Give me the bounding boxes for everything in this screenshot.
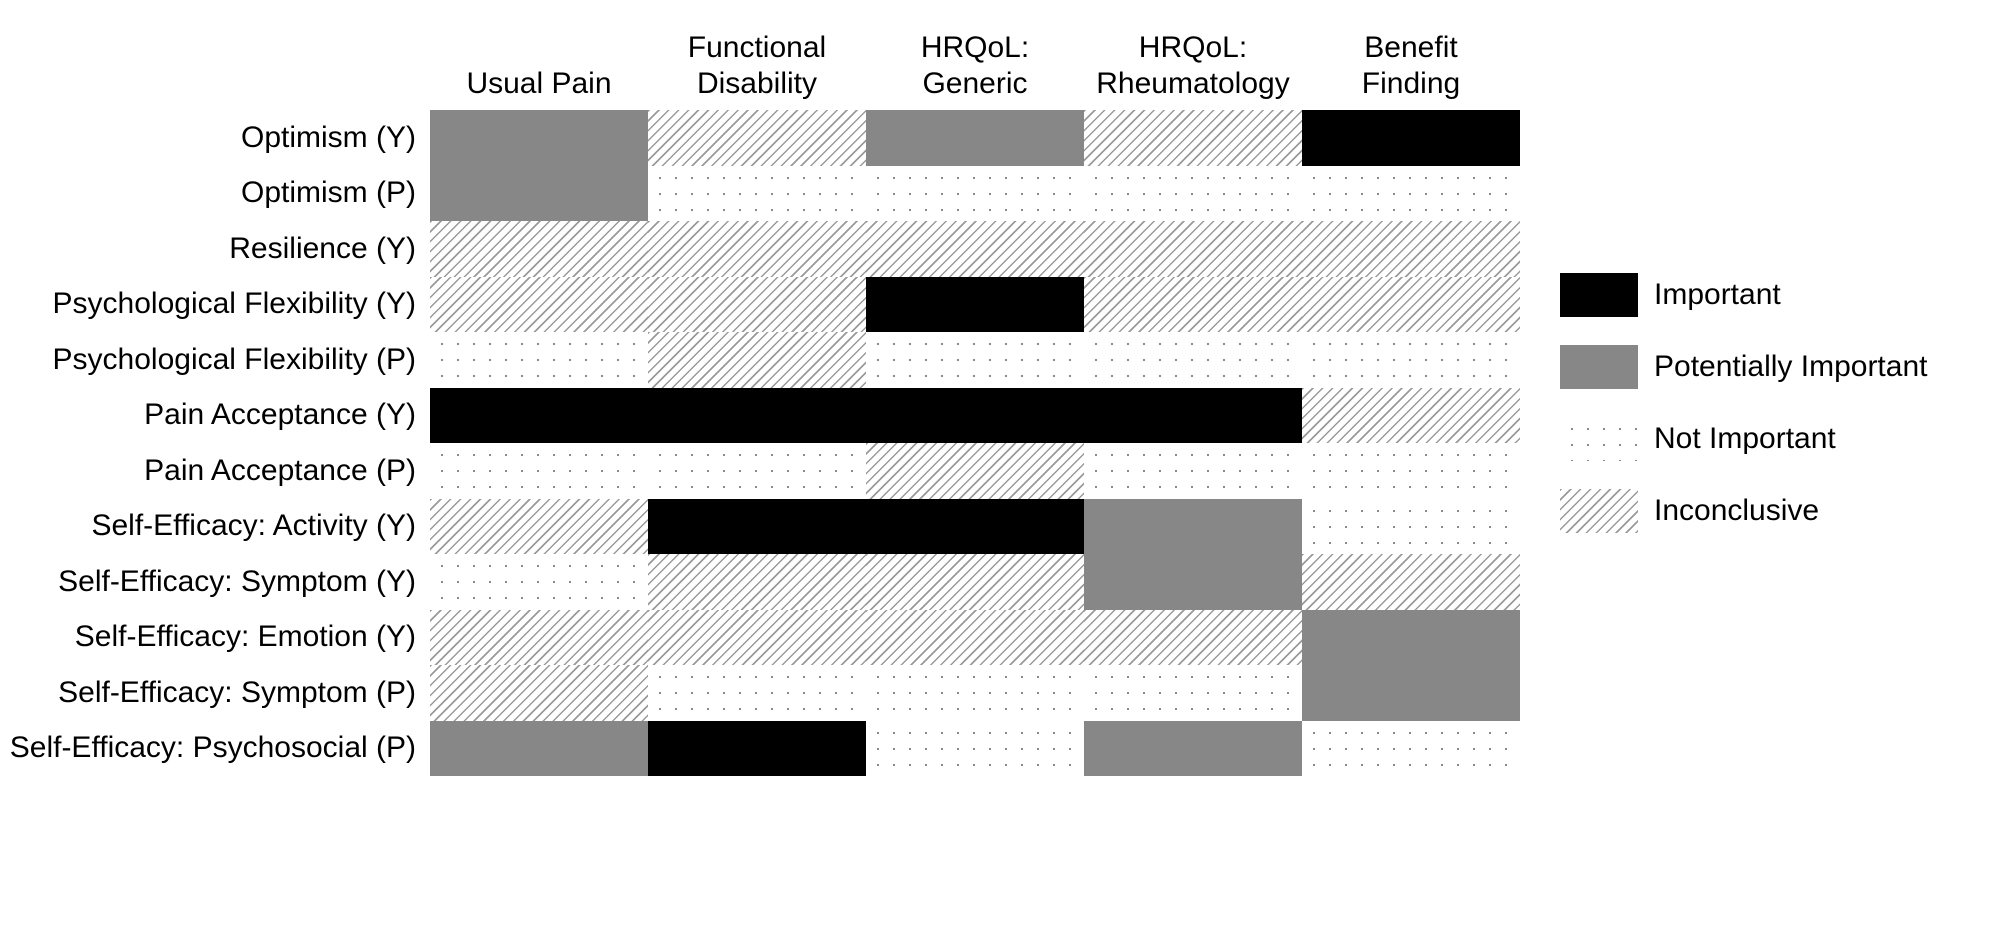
heatmap-cell	[430, 221, 648, 277]
row-label: Self-Efficacy: Activity (Y)	[30, 499, 430, 555]
heatmap-cell	[1084, 721, 1302, 777]
heatmap-cell	[648, 554, 866, 610]
heatmap-cell	[866, 721, 1084, 777]
heatmap-cell	[1302, 110, 1520, 166]
heatmap-cell	[1302, 665, 1520, 721]
heatmap-cell	[1084, 221, 1302, 277]
heatmap-cell	[1084, 110, 1302, 166]
heatmap-cell	[648, 610, 866, 666]
legend-swatch	[1560, 489, 1638, 533]
heatmap-cell	[1302, 277, 1520, 333]
column-header: HRQoL:Generic	[866, 30, 1084, 110]
row-label: Self-Efficacy: Emotion (Y)	[30, 610, 430, 666]
heatmap-cell	[1302, 443, 1520, 499]
heatmap-cell	[648, 443, 866, 499]
legend-label: Inconclusive	[1654, 494, 1819, 528]
heatmap-cell	[648, 332, 866, 388]
row-label: Optimism (P)	[30, 166, 430, 222]
heatmap-cell	[648, 221, 866, 277]
heatmap-cell	[1084, 610, 1302, 666]
row-label: Pain Acceptance (Y)	[30, 388, 430, 444]
heatmap-cell	[1084, 499, 1302, 555]
heatmap-cell	[866, 110, 1084, 166]
heatmap-cell	[430, 499, 648, 555]
heatmap-cell	[1302, 721, 1520, 777]
legend-item: Potentially Important	[1560, 345, 1927, 389]
heatmap-cell	[1302, 499, 1520, 555]
legend-item: Inconclusive	[1560, 489, 1927, 533]
column-header: Usual Pain	[430, 30, 648, 110]
heatmap-cell	[866, 332, 1084, 388]
heatmap-cell	[430, 554, 648, 610]
legend: Important Potentially Important Not Import…	[1560, 273, 1927, 533]
heatmap-cell	[1084, 388, 1302, 444]
heatmap-cell	[1302, 388, 1520, 444]
heatmap-cell	[866, 610, 1084, 666]
heatmap-cell	[1302, 610, 1520, 666]
legend-label: Important	[1654, 278, 1781, 312]
heatmap-cell	[1302, 554, 1520, 610]
heatmap-cell	[430, 277, 648, 333]
heatmap-cell	[648, 388, 866, 444]
heatmap-cell	[430, 388, 648, 444]
heatmap-cell	[1084, 277, 1302, 333]
heatmap-cell	[866, 443, 1084, 499]
row-label: Self-Efficacy: Psychosocial (P)	[30, 721, 430, 777]
heatmap-cell	[648, 665, 866, 721]
heatmap-cell	[1084, 166, 1302, 222]
legend-label: Not Important	[1654, 422, 1836, 456]
heatmap-cell	[1084, 443, 1302, 499]
heatmap-cell	[430, 610, 648, 666]
heatmap-cell	[648, 277, 866, 333]
row-label: Pain Acceptance (P)	[30, 443, 430, 499]
heatmap-cell	[648, 721, 866, 777]
heatmap-cell	[648, 166, 866, 222]
heatmap-cell	[648, 110, 866, 166]
heatmap-cell	[866, 277, 1084, 333]
heatmap-cell	[430, 665, 648, 721]
row-label: Optimism (Y)	[30, 110, 430, 166]
heatmap-cell	[1302, 221, 1520, 277]
column-header: HRQoL:Rheumatology	[1084, 30, 1302, 110]
heatmap-matrix: Usual PainFunctionalDisabilityHRQoL:Gene…	[30, 30, 1520, 776]
legend-swatch	[1560, 273, 1638, 317]
legend-swatch	[1560, 417, 1638, 461]
row-label: Self-Efficacy: Symptom (P)	[30, 665, 430, 721]
heatmap-cell	[866, 554, 1084, 610]
chart-wrap: Usual PainFunctionalDisabilityHRQoL:Gene…	[30, 30, 1970, 776]
legend-swatch	[1560, 345, 1638, 389]
heatmap-cell	[866, 665, 1084, 721]
row-label: Self-Efficacy: Symptom (Y)	[30, 554, 430, 610]
heatmap-cell	[430, 443, 648, 499]
heatmap-cell	[866, 499, 1084, 555]
legend-label: Potentially Important	[1654, 350, 1927, 384]
heatmap-cell	[430, 332, 648, 388]
row-label: Psychological Flexibility (P)	[30, 332, 430, 388]
column-header: FunctionalDisability	[648, 30, 866, 110]
heatmap-cell	[1084, 332, 1302, 388]
heatmap-cell	[1084, 554, 1302, 610]
heatmap-cell	[430, 166, 648, 222]
row-label: Resilience (Y)	[30, 221, 430, 277]
heatmap-cell	[430, 110, 648, 166]
column-header: BenefitFinding	[1302, 30, 1520, 110]
row-label: Psychological Flexibility (Y)	[30, 277, 430, 333]
corner-spacer	[30, 30, 430, 110]
heatmap-cell	[1302, 166, 1520, 222]
heatmap-cell	[866, 166, 1084, 222]
heatmap-cell	[1302, 332, 1520, 388]
heatmap-cell	[866, 388, 1084, 444]
legend-item: Not Important	[1560, 417, 1927, 461]
legend-item: Important	[1560, 273, 1927, 317]
heatmap-cell	[866, 221, 1084, 277]
heatmap-cell	[648, 499, 866, 555]
heatmap-cell	[430, 721, 648, 777]
heatmap-cell	[1084, 665, 1302, 721]
